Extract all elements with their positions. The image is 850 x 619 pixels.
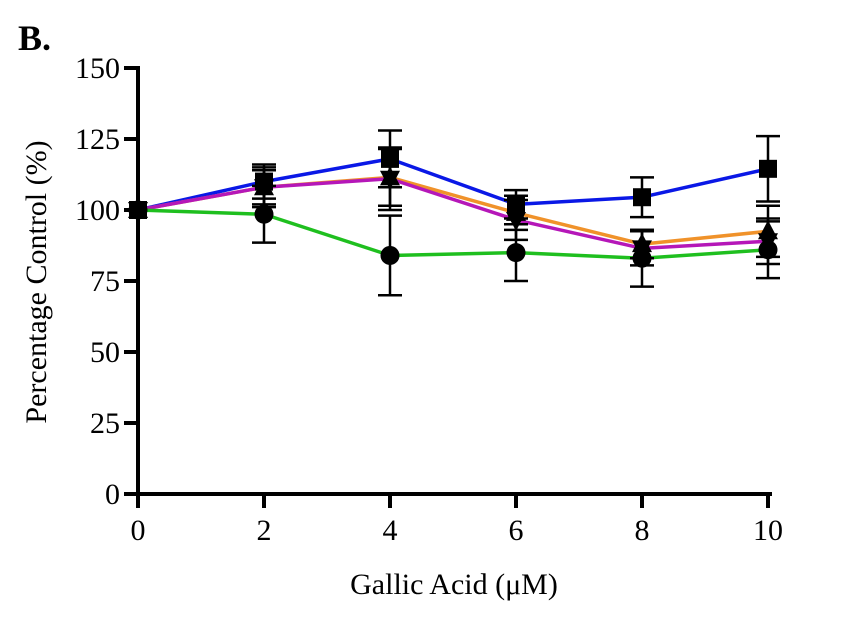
y-tick-label: 0 xyxy=(105,478,120,511)
data-point-triangle-down xyxy=(254,179,274,199)
y-axis-title: Percentage Control (%) xyxy=(20,140,53,423)
x-tick-label: 4 xyxy=(383,514,398,547)
data-point-square xyxy=(633,188,651,207)
data-point-circle xyxy=(758,240,778,260)
y-tick-label: 25 xyxy=(90,407,120,440)
data-point-circle xyxy=(632,248,652,268)
series-line-1 xyxy=(137,157,769,212)
data-point-triangle-down xyxy=(380,170,400,190)
y-tick-label: 125 xyxy=(75,123,120,156)
x-tick-label: 10 xyxy=(753,514,783,547)
data-point-circle xyxy=(380,245,400,265)
y-tick-label: 50 xyxy=(90,336,120,369)
panel-label: B. xyxy=(18,18,51,58)
data-point-square xyxy=(759,159,777,178)
x-axis-title: Gallic Acid (μM) xyxy=(350,568,558,601)
series-line-4 xyxy=(137,208,769,261)
plot-area xyxy=(128,129,780,297)
x-tick-label: 2 xyxy=(257,514,272,547)
series-line-3 xyxy=(137,177,769,251)
data-point-square xyxy=(381,149,399,168)
data-point-circle xyxy=(128,200,148,220)
x-tick-label: 6 xyxy=(509,514,524,547)
x-tick-label: 0 xyxy=(131,514,146,547)
data-point-circle xyxy=(254,204,274,224)
x-tick-label: 8 xyxy=(635,514,650,547)
y-tick-label: 150 xyxy=(75,52,120,85)
data-point-circle xyxy=(506,243,526,263)
data-point-triangle-down xyxy=(506,211,526,231)
y-tick-label: 100 xyxy=(75,194,120,227)
y-tick-label: 75 xyxy=(90,265,120,298)
axes: 0 25 50 75 100 125 150 0 2 4 6 8 10 xyxy=(75,52,783,547)
